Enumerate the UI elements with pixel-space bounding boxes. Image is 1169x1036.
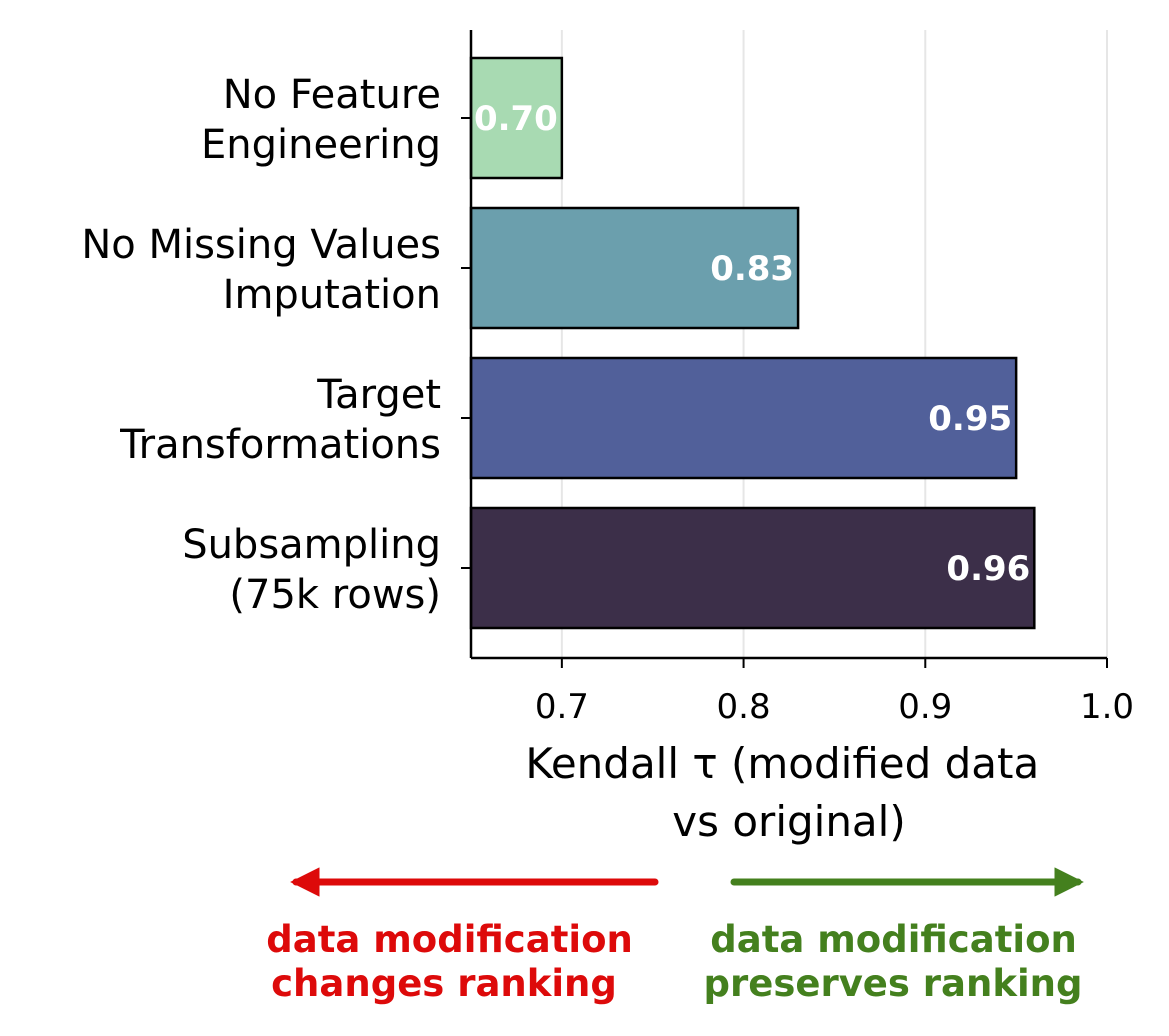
- category-label-line: (75k rows): [229, 572, 441, 618]
- bar-value-label: 0.95: [928, 399, 1012, 439]
- x-tick-label: 0.9: [898, 687, 952, 727]
- category-label: No Missing Values Imputation: [81, 222, 441, 318]
- x-tick-label: 1.0: [1080, 687, 1134, 727]
- bar: [469, 56, 564, 180]
- bar-value-label: 0.70: [474, 99, 558, 139]
- bar: [469, 206, 800, 330]
- preserves-ranking-note: data modification preserves ranking: [704, 918, 1090, 1005]
- x-tick-label: 0.7: [535, 687, 589, 727]
- category-label-line: No Missing Values: [81, 222, 441, 268]
- x-axis-label-line-2: vs original): [672, 797, 905, 846]
- x-ticks: 0.7 0.8 0.9 1.0: [535, 658, 1134, 727]
- bar-value-label: 0.83: [710, 249, 794, 289]
- preserves-ranking-line-2: preserves ranking: [704, 962, 1083, 1005]
- x-axis-label: Kendall τ (modified data vs original): [525, 739, 1052, 846]
- y-ticks: No Feature Engineering No Missing Values Im…: [81, 72, 471, 618]
- direction-annotations: data modification changes ranking data m…: [266, 867, 1090, 1005]
- category-label-line: Engineering: [201, 122, 441, 168]
- category-label-line: No Feature: [223, 72, 441, 118]
- changes-ranking-line-1: data modification: [266, 918, 633, 961]
- preserves-ranking-line-1: data modification: [710, 918, 1077, 961]
- changes-ranking-line-2: changes ranking: [271, 962, 617, 1005]
- category-label-line: Imputation: [223, 272, 441, 318]
- x-tick-label: 0.8: [717, 687, 771, 727]
- bar: [469, 356, 1018, 480]
- bars: 0.70 0.83 0.95 0.96: [469, 56, 1036, 630]
- changes-ranking-note: data modification changes ranking: [266, 918, 645, 1005]
- axes: [469, 30, 1107, 660]
- category-label-line: Subsampling: [182, 522, 441, 568]
- category-label: No Feature Engineering: [201, 72, 441, 168]
- category-label: Subsampling (75k rows): [182, 522, 441, 618]
- category-label-line: Transformations: [119, 422, 441, 468]
- category-label: Target Transformations: [119, 372, 441, 468]
- category-label-line: Target: [316, 372, 441, 418]
- x-axis-label-line-1: Kendall τ (modified data: [525, 739, 1039, 788]
- bar-value-label: 0.96: [946, 549, 1030, 589]
